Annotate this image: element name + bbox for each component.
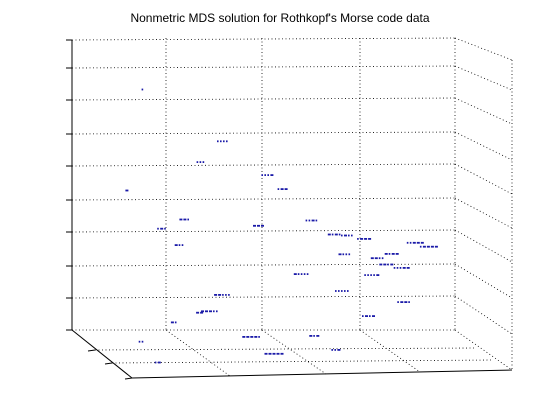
data-point xyxy=(141,88,144,91)
data-points xyxy=(125,88,438,364)
data-point xyxy=(277,188,288,190)
axes xyxy=(71,40,513,379)
data-point xyxy=(331,349,341,351)
data-point xyxy=(242,336,260,338)
data-point xyxy=(384,253,399,255)
data-point xyxy=(154,361,161,364)
data-point xyxy=(125,189,129,192)
plot-box-3d xyxy=(66,37,513,380)
data-point xyxy=(179,218,189,221)
data-point xyxy=(419,245,438,248)
grid-lines xyxy=(71,37,513,377)
y-axis-ticks xyxy=(87,349,133,380)
data-point xyxy=(309,335,320,337)
data-point xyxy=(261,174,274,176)
data-point xyxy=(362,315,375,317)
data-point xyxy=(196,161,205,163)
data-point xyxy=(393,267,410,269)
data-point xyxy=(335,290,349,292)
data-point xyxy=(341,234,353,237)
data-point xyxy=(214,294,230,296)
data-point xyxy=(201,310,218,313)
data-point xyxy=(170,321,177,324)
data-point xyxy=(397,301,410,303)
data-point xyxy=(327,233,341,236)
data-point xyxy=(305,219,318,222)
chart-title: Nonmetric MDS solution for Rothkopf's Mo… xyxy=(130,11,429,25)
data-point xyxy=(406,241,424,244)
data-point xyxy=(196,311,204,314)
data-point xyxy=(157,227,166,230)
data-point xyxy=(379,263,394,266)
z-axis-ticks xyxy=(66,39,72,331)
data-point xyxy=(138,340,144,343)
data-point xyxy=(293,273,309,275)
data-point xyxy=(264,352,284,355)
data-point xyxy=(370,257,384,260)
data-point xyxy=(253,224,264,227)
data-point xyxy=(217,140,228,143)
data-point xyxy=(357,238,372,240)
data-point xyxy=(364,274,380,276)
data-point xyxy=(174,244,184,246)
data-point xyxy=(338,253,351,256)
